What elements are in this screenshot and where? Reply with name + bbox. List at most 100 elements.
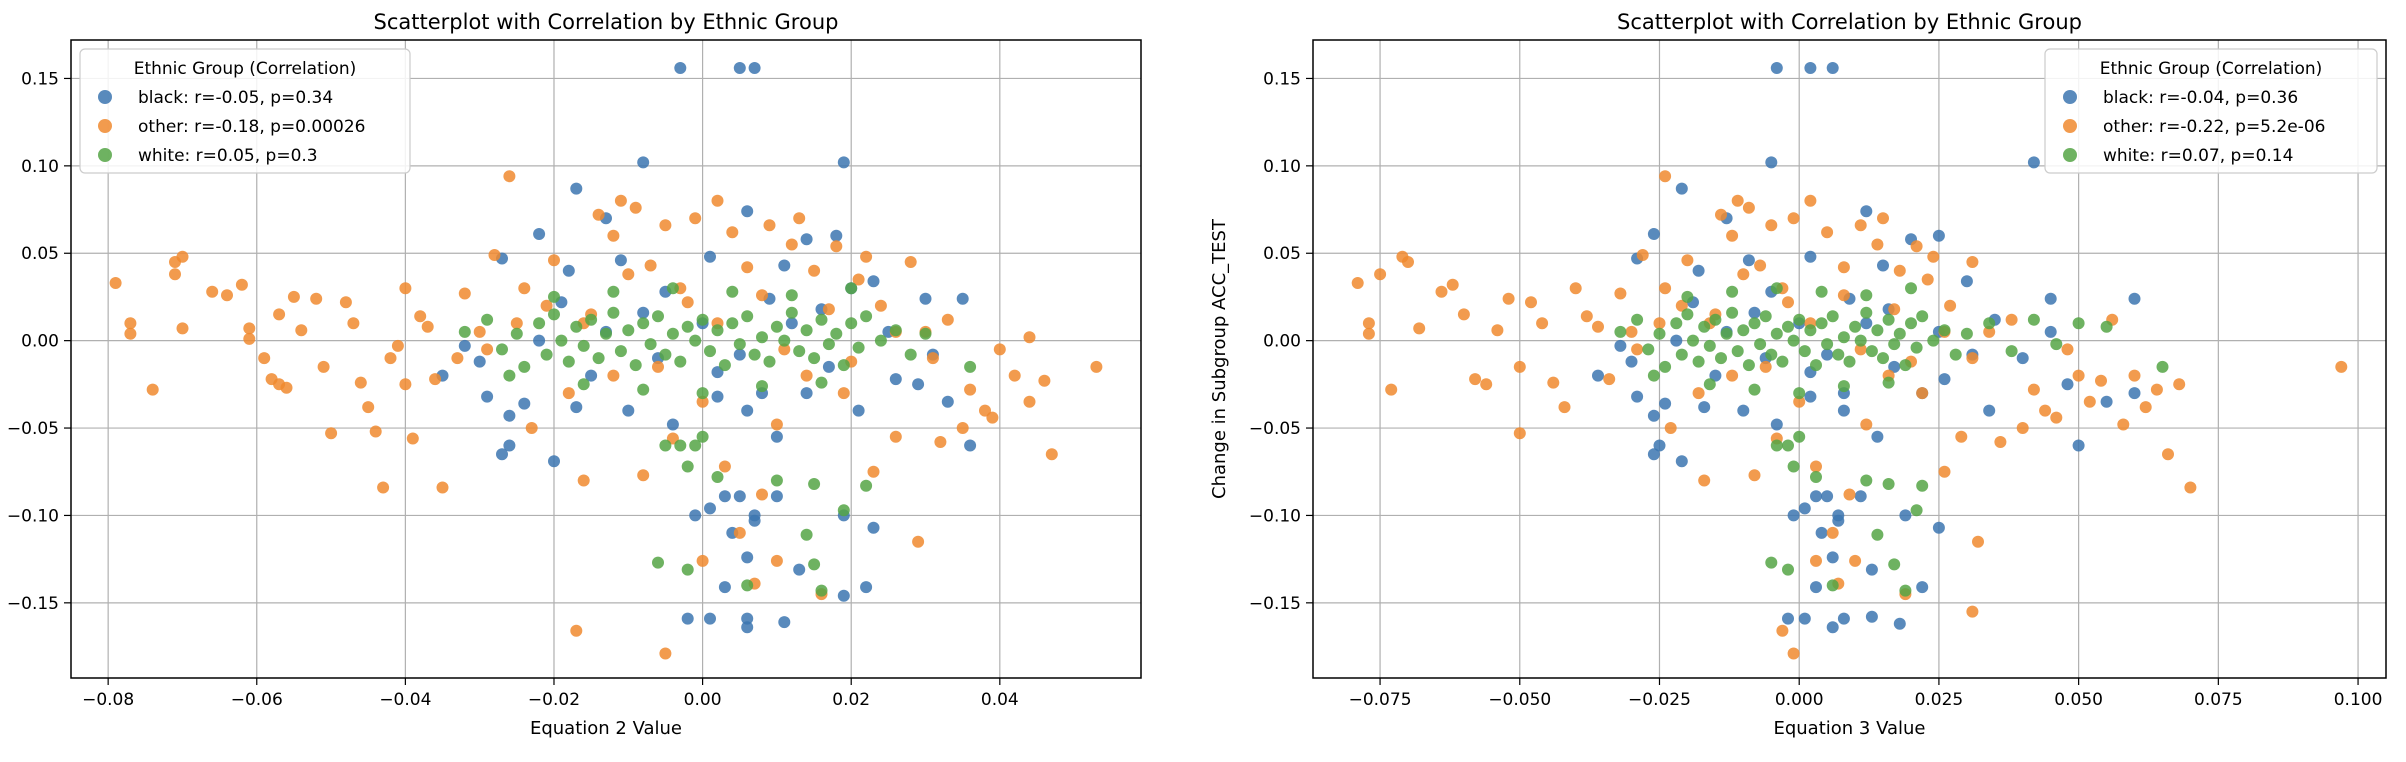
legend-marker (2063, 90, 2077, 104)
data-point (741, 205, 754, 218)
data-point (1787, 334, 1800, 347)
data-point (562, 264, 575, 277)
data-point (733, 526, 746, 539)
data-point (2016, 422, 2029, 434)
y-tick-label: 0.00 (21, 332, 59, 352)
data-point (1469, 373, 1482, 386)
data-point (1832, 348, 1845, 361)
data-point (1631, 343, 1644, 356)
data-point (548, 455, 560, 468)
data-point (1932, 521, 1945, 534)
data-point (1675, 182, 1688, 195)
data-point (1910, 341, 1923, 354)
data-point (1865, 345, 1878, 358)
data-point (458, 287, 471, 300)
data-point (1932, 229, 1945, 242)
data-point (1765, 156, 1778, 169)
data-point (1826, 62, 1839, 74)
data-point (1815, 285, 1828, 298)
data-point (503, 170, 516, 183)
x-tick-label: −0.02 (528, 690, 580, 710)
data-point (1882, 376, 1895, 389)
data-point (562, 355, 575, 368)
y-tick-label: 0.05 (1263, 244, 1301, 264)
data-point (1513, 427, 1526, 440)
data-point (1726, 306, 1739, 319)
data-point (1843, 488, 1856, 501)
data-point (1525, 296, 1537, 309)
data-point (1692, 387, 1705, 400)
data-point (1793, 395, 1806, 408)
data-point (2072, 439, 2085, 452)
data-point (1737, 404, 1750, 417)
data-point (1023, 395, 1036, 408)
data-point (986, 411, 999, 424)
y-tick-label: 0.10 (21, 157, 59, 177)
data-point (941, 395, 954, 408)
data-point (1491, 324, 1504, 337)
data-point (1413, 322, 1426, 335)
data-point (704, 345, 716, 358)
data-point (808, 558, 821, 571)
data-point (1837, 612, 1850, 625)
data-point (1782, 439, 1794, 452)
data-point (1765, 219, 1778, 232)
data-point (1647, 409, 1660, 422)
data-point (1944, 299, 1957, 312)
legend-marker (2063, 119, 2077, 133)
data-point (1810, 581, 1822, 594)
data-point (718, 460, 731, 473)
data-point (860, 479, 873, 492)
data-point (1837, 380, 1850, 393)
data-point (637, 469, 650, 482)
data-point (1860, 418, 1873, 431)
data-point (592, 352, 605, 365)
data-point (1681, 290, 1694, 303)
data-point (741, 261, 754, 274)
data-point (124, 327, 137, 340)
data-point (339, 296, 352, 309)
x-axis-label: Equation 2 Value (530, 718, 682, 739)
data-point (481, 313, 494, 326)
data-point (659, 439, 672, 452)
data-point (904, 256, 917, 268)
x-tick-label: 0.025 (1915, 690, 1964, 710)
data-point (1782, 320, 1794, 333)
data-point (748, 62, 761, 74)
data-point (1748, 306, 1761, 319)
data-point (778, 343, 791, 356)
data-point (206, 285, 219, 298)
data-point (741, 404, 754, 417)
data-point (1960, 327, 1973, 340)
data-point (1435, 285, 1448, 298)
data-point (607, 369, 620, 382)
data-point (763, 355, 776, 368)
data-point (741, 579, 754, 592)
data-point (748, 514, 761, 527)
data-point (1742, 201, 1755, 214)
data-point (1871, 324, 1884, 337)
data-point (837, 504, 850, 517)
data-point (659, 219, 672, 232)
data-point (770, 490, 783, 503)
data-point (622, 268, 635, 281)
data-point (912, 535, 925, 548)
data-point (1502, 292, 1515, 305)
data-point (1776, 355, 1789, 368)
data-point (808, 352, 821, 365)
legend-entry-black: black: r=-0.04, p=0.36 (2103, 88, 2298, 108)
data-point (1793, 313, 1806, 326)
data-point (889, 430, 902, 443)
data-point (1877, 352, 1889, 365)
x-tick-label: 0.00 (684, 690, 722, 710)
data-point (1742, 254, 1755, 267)
data-point (1726, 229, 1739, 242)
data-point (770, 474, 783, 487)
series-white (1614, 282, 2169, 597)
data-point (2027, 383, 2040, 396)
data-point (629, 201, 642, 214)
data-point (1804, 250, 1817, 263)
data-point (1798, 502, 1811, 515)
data-point (867, 521, 880, 534)
data-point (1860, 289, 1873, 302)
